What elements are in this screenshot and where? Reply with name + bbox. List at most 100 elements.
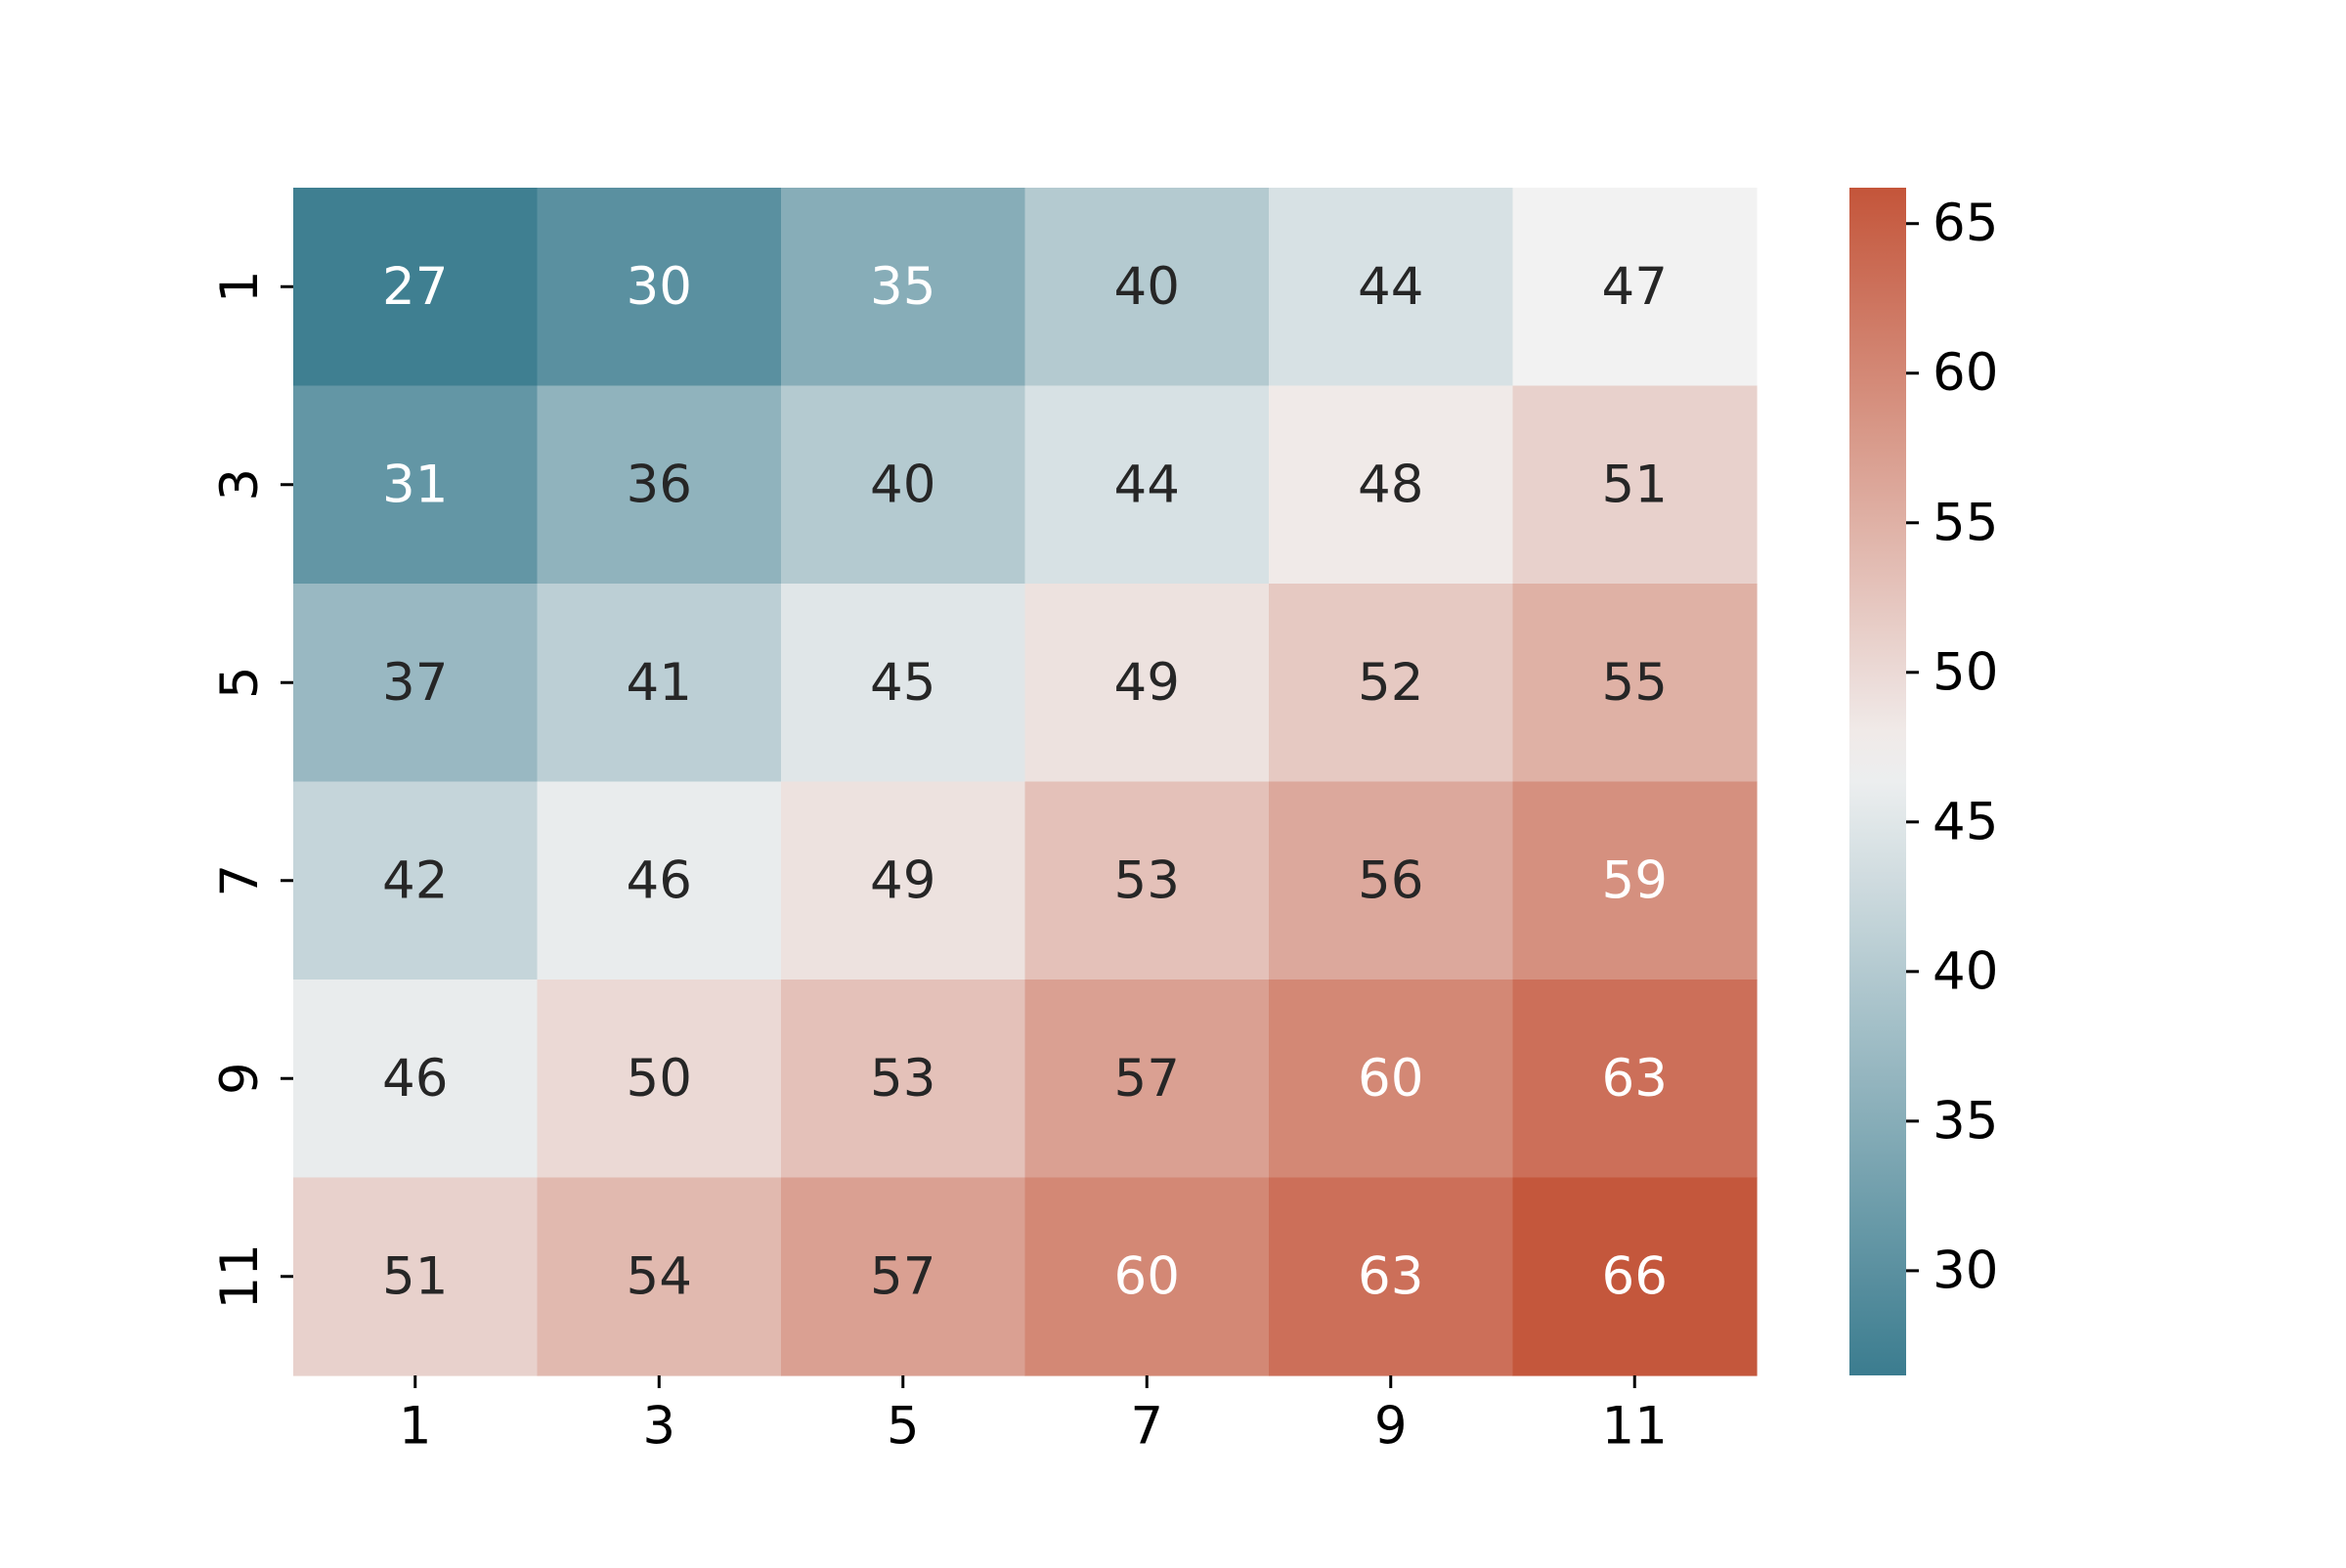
cell-value-label: 57 xyxy=(870,1246,935,1306)
heatmap-cell xyxy=(1269,781,1514,980)
cell-value-label: 35 xyxy=(870,257,935,317)
cell-value-label: 40 xyxy=(870,455,935,514)
cell-value-label: 51 xyxy=(1602,455,1668,514)
heatmap-cell xyxy=(1024,781,1270,980)
cell-value-label: 59 xyxy=(1602,850,1668,910)
cell-value-label: 52 xyxy=(1358,653,1423,713)
cell-value-label: 55 xyxy=(1602,653,1668,713)
x-tick-label: 9 xyxy=(1374,1396,1408,1456)
colorbar-tick-label: 35 xyxy=(1933,1091,1998,1151)
cell-value-label: 40 xyxy=(1114,257,1180,317)
cell-value-label: 54 xyxy=(627,1246,692,1306)
heatmap-cell xyxy=(781,584,1026,783)
x-tick-label: 1 xyxy=(399,1396,432,1456)
x-tick-label: 3 xyxy=(642,1396,675,1456)
cell-value-label: 31 xyxy=(382,455,448,514)
heatmap-cell xyxy=(781,188,1026,387)
heatmap-cell xyxy=(1269,385,1514,585)
heatmap-cell xyxy=(781,980,1026,1179)
heatmap-cell xyxy=(537,1177,782,1376)
cell-value-label: 30 xyxy=(627,257,692,317)
heatmap-cell xyxy=(537,188,782,387)
heatmap-cell xyxy=(537,584,782,783)
colorbar-tick-label: 65 xyxy=(1933,194,1998,253)
heatmap-cell xyxy=(781,1177,1026,1376)
cell-value-label: 46 xyxy=(382,1049,448,1109)
heatmap-cell xyxy=(293,385,539,585)
heatmap-cell xyxy=(1024,980,1270,1179)
heatmap-annotations: 27 30 35 40 44 47 31 36 40 44 48 51 37 41 45 49 52 55 42 46… xyxy=(382,257,1668,1307)
cell-value-label: 56 xyxy=(1358,850,1423,910)
heatmap-cell xyxy=(781,385,1026,585)
y-axis: 1 3 5 7 9 11 xyxy=(210,270,293,1309)
heatmap-cell xyxy=(537,781,782,980)
heatmap-cell xyxy=(1512,1177,1758,1376)
y-tick-label: 5 xyxy=(210,666,270,699)
colorbar: 30 35 40 45 50 55 60 65 xyxy=(1849,188,1998,1375)
colorbar-tick-label: 45 xyxy=(1933,792,1998,851)
cell-value-label: 63 xyxy=(1602,1049,1668,1109)
cell-value-label: 63 xyxy=(1358,1246,1423,1306)
y-tick-label: 9 xyxy=(210,1062,270,1095)
heatmap-cell xyxy=(537,385,782,585)
cell-value-label: 42 xyxy=(382,850,448,910)
cell-value-label: 53 xyxy=(870,1049,935,1109)
heatmap-cell xyxy=(1024,385,1270,585)
heatmap-cell xyxy=(1512,980,1758,1179)
x-tick-label: 7 xyxy=(1130,1396,1163,1456)
cell-value-label: 41 xyxy=(627,653,692,713)
cell-value-label: 53 xyxy=(1114,850,1180,910)
heatmap-cell xyxy=(781,781,1026,980)
cell-value-label: 50 xyxy=(627,1049,692,1109)
heatmap-cell xyxy=(1269,980,1514,1179)
heatmap-cell xyxy=(1024,188,1270,387)
heatmap-cell xyxy=(293,781,539,980)
y-tick-label: 11 xyxy=(210,1243,270,1309)
cell-value-label: 48 xyxy=(1358,455,1423,514)
heatmap-cell xyxy=(1024,584,1270,783)
heatmap-cell xyxy=(1024,1177,1270,1376)
colorbar-tick-label: 55 xyxy=(1933,493,1998,552)
cell-value-label: 45 xyxy=(870,653,935,713)
x-tick-label: 11 xyxy=(1602,1396,1668,1456)
cell-value-label: 44 xyxy=(1358,257,1423,317)
y-tick-label: 3 xyxy=(210,468,270,501)
y-tick-label: 1 xyxy=(210,270,270,303)
heatmap-cell xyxy=(293,1177,539,1376)
heatmap-cell xyxy=(293,584,539,783)
heatmap-cell xyxy=(1269,584,1514,783)
cell-value-label: 46 xyxy=(627,850,692,910)
heatmap-cell xyxy=(1512,584,1758,783)
cell-value-label: 60 xyxy=(1358,1049,1423,1109)
x-axis: 1 3 5 7 9 11 xyxy=(399,1375,1668,1456)
cell-value-label: 51 xyxy=(382,1246,448,1306)
heatmap-cells xyxy=(293,188,1758,1376)
cell-value-label: 47 xyxy=(1602,257,1668,317)
cell-value-label: 49 xyxy=(1114,653,1180,713)
heatmap-cell xyxy=(293,980,539,1179)
cell-value-label: 66 xyxy=(1602,1246,1668,1306)
colorbar-tick-label: 40 xyxy=(1933,941,1998,1001)
cell-value-label: 37 xyxy=(382,653,448,713)
colorbar-gradient xyxy=(1849,188,1906,1375)
colorbar-tick-label: 50 xyxy=(1933,642,1998,702)
cell-value-label: 60 xyxy=(1114,1246,1180,1306)
colorbar-tick-label: 60 xyxy=(1933,343,1998,403)
cell-value-label: 49 xyxy=(870,850,935,910)
colorbar-tick-label: 30 xyxy=(1933,1241,1998,1300)
heatmap-cell xyxy=(293,188,539,387)
heatmap-cell xyxy=(1269,188,1514,387)
y-tick-label: 7 xyxy=(210,864,270,897)
x-tick-label: 5 xyxy=(887,1396,920,1456)
heatmap-cell xyxy=(1512,188,1758,387)
cell-value-label: 36 xyxy=(627,455,692,514)
heatmap-cell xyxy=(1512,781,1758,980)
cell-value-label: 57 xyxy=(1114,1049,1180,1109)
heatmap-cell xyxy=(1512,385,1758,585)
cell-value-label: 44 xyxy=(1114,455,1180,514)
cell-value-label: 27 xyxy=(382,257,448,317)
heatmap-cell xyxy=(1269,1177,1514,1376)
heatmap-cell xyxy=(537,980,782,1179)
